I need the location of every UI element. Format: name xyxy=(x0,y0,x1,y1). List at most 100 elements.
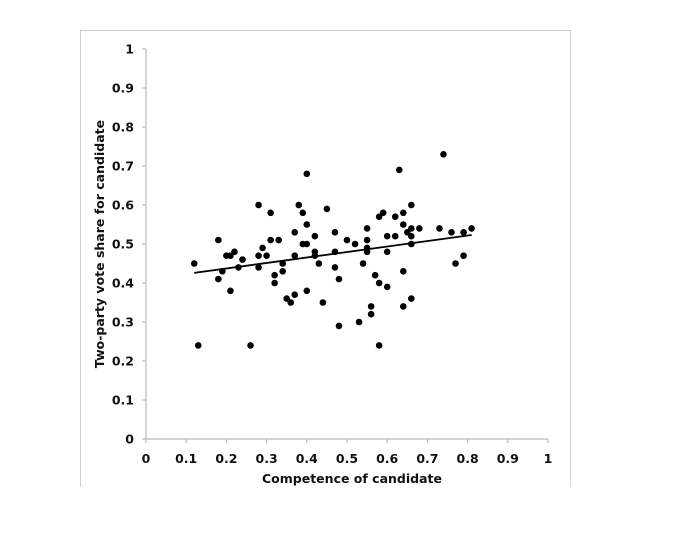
data-point xyxy=(452,260,459,267)
data-point xyxy=(190,260,198,267)
data-points xyxy=(190,151,475,349)
data-point xyxy=(215,275,222,283)
x-axis-title: Competence of candidate xyxy=(262,471,442,486)
data-point xyxy=(399,268,407,275)
data-point xyxy=(255,252,262,259)
data-point xyxy=(291,229,299,236)
data-point xyxy=(355,318,363,326)
y-tick-label: 0.4 xyxy=(112,276,134,291)
x-tick-label: 0.1 xyxy=(175,451,197,466)
y-tick-label: 0.1 xyxy=(112,393,134,408)
data-point xyxy=(303,287,311,295)
data-point xyxy=(255,201,262,209)
data-point xyxy=(231,248,238,256)
data-point xyxy=(391,213,399,220)
data-point xyxy=(395,166,403,174)
y-axis-title: Two-party vote share for candidate xyxy=(92,120,107,368)
y-tick-label: 0.2 xyxy=(112,354,134,369)
x-tick-label: 0.2 xyxy=(215,451,237,466)
data-point xyxy=(383,283,391,291)
data-point xyxy=(271,279,278,287)
trendline-line xyxy=(194,234,472,274)
y-axis-ticks: 0 0.1 0.2 0.3 0.4 0.5 0.6 0.7 0.8 0.9 1 xyxy=(112,42,146,447)
data-point xyxy=(331,264,339,271)
data-point xyxy=(315,260,323,267)
data-point xyxy=(399,221,407,228)
y-tick-label: 0.3 xyxy=(112,315,134,330)
data-point xyxy=(448,229,455,236)
x-tick-label: 0.6 xyxy=(376,451,398,466)
y-tick-label: 0.8 xyxy=(112,120,134,135)
data-point xyxy=(331,229,339,236)
data-point xyxy=(468,225,475,232)
data-point xyxy=(460,229,467,236)
data-point xyxy=(416,225,423,232)
x-tick-label: 0.9 xyxy=(497,451,519,466)
data-point xyxy=(303,170,311,178)
data-point xyxy=(291,252,299,259)
trendline xyxy=(194,234,472,274)
x-tick-label: 1 xyxy=(544,451,553,466)
data-point xyxy=(303,240,311,248)
data-point xyxy=(375,279,383,287)
y-tick-label: 0.5 xyxy=(112,237,134,252)
data-point xyxy=(335,322,343,330)
x-tick-label: 0.3 xyxy=(256,451,278,466)
data-point xyxy=(263,252,270,259)
data-point xyxy=(319,299,327,306)
data-point xyxy=(215,236,222,244)
data-point xyxy=(440,151,447,158)
data-point xyxy=(436,225,443,232)
data-point xyxy=(408,225,415,232)
data-point xyxy=(371,271,379,279)
data-point xyxy=(287,299,295,306)
y-tick-label: 0.9 xyxy=(112,81,134,96)
data-point xyxy=(391,232,399,240)
data-point xyxy=(383,248,391,256)
data-point xyxy=(295,201,303,209)
x-axis-ticks: 0 0.1 0.2 0.3 0.4 0.5 0.6 0.7 0.8 0.9 1 xyxy=(142,439,553,466)
data-point xyxy=(335,275,343,283)
data-point xyxy=(194,342,202,349)
data-point xyxy=(227,287,234,295)
data-point xyxy=(367,310,375,318)
data-point xyxy=(399,209,407,217)
data-point xyxy=(408,232,415,240)
data-point xyxy=(379,209,387,217)
data-point xyxy=(271,271,278,279)
data-point xyxy=(275,236,282,244)
x-tick-label: 0 xyxy=(142,451,151,466)
data-point xyxy=(399,303,407,310)
data-point xyxy=(359,260,367,267)
x-tick-label: 0.4 xyxy=(296,451,318,466)
x-tick-label: 0.5 xyxy=(336,451,358,466)
chart-frame xyxy=(80,30,571,487)
data-point xyxy=(323,205,331,213)
data-point xyxy=(299,209,307,217)
data-point xyxy=(343,236,351,244)
y-tick-label: 0 xyxy=(125,432,134,447)
data-point xyxy=(408,201,415,209)
data-point xyxy=(267,209,274,217)
data-point xyxy=(460,252,467,259)
y-tick-label: 0.6 xyxy=(112,198,134,213)
data-point xyxy=(383,232,391,240)
data-point xyxy=(247,342,254,349)
data-point xyxy=(267,236,274,244)
data-point xyxy=(408,295,415,302)
data-point xyxy=(351,240,359,248)
axes xyxy=(145,49,548,440)
data-point xyxy=(363,225,371,232)
data-point xyxy=(311,232,319,240)
data-point xyxy=(375,342,383,349)
y-tick-label: 0.7 xyxy=(112,159,134,174)
data-point xyxy=(363,236,371,244)
data-point xyxy=(303,221,311,228)
data-point xyxy=(239,256,246,263)
data-point xyxy=(279,268,286,275)
data-point xyxy=(255,264,262,271)
x-tick-label: 0.8 xyxy=(457,451,479,466)
data-point xyxy=(291,291,299,299)
y-tick-label: 1 xyxy=(125,42,134,57)
